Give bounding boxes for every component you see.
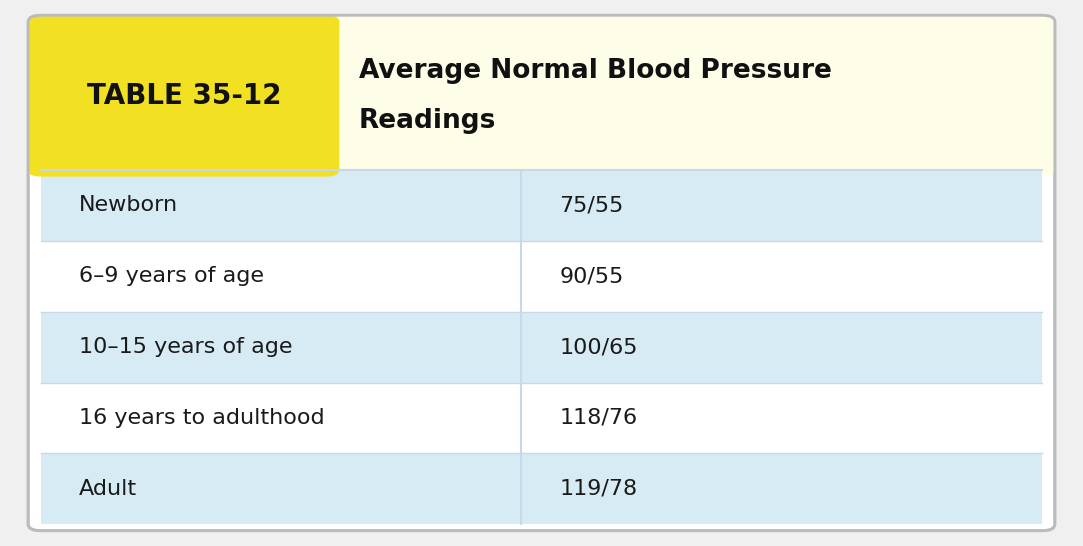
Bar [41, 453, 1042, 524]
Text: Newborn: Newborn [79, 195, 179, 216]
Text: 119/78: 119/78 [560, 479, 638, 498]
Bar [41, 241, 1042, 312]
Text: 75/55: 75/55 [560, 195, 624, 216]
Text: Adult: Adult [79, 479, 138, 498]
Text: 16 years to adulthood: 16 years to adulthood [79, 408, 325, 428]
Bar [41, 170, 1042, 241]
Bar [293, 22, 337, 170]
FancyBboxPatch shape [28, 15, 1055, 176]
Text: 10–15 years of age: 10–15 years of age [79, 337, 292, 357]
Text: Average Normal Blood Pressure: Average Normal Blood Pressure [358, 58, 832, 85]
Text: 100/65: 100/65 [560, 337, 638, 357]
Text: 90/55: 90/55 [560, 266, 624, 286]
Text: 118/76: 118/76 [560, 408, 638, 428]
Text: TABLE 35-12: TABLE 35-12 [87, 82, 280, 110]
Text: Readings: Readings [358, 108, 496, 134]
FancyBboxPatch shape [28, 15, 1055, 531]
Bar [41, 383, 1042, 453]
Text: 6–9 years of age: 6–9 years of age [79, 266, 264, 286]
Bar [41, 312, 1042, 383]
FancyBboxPatch shape [28, 15, 339, 176]
